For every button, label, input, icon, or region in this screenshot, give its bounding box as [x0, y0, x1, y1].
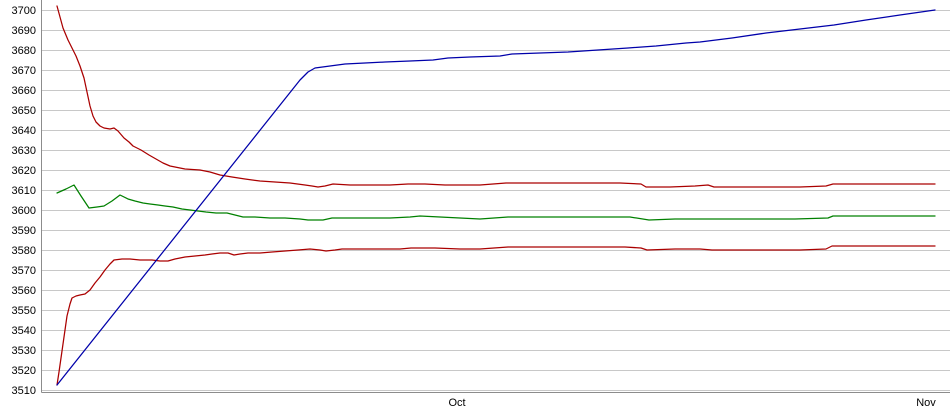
y-tick-label: 3680 [12, 45, 36, 57]
y-tick-label: 3650 [12, 105, 36, 117]
y-tick-label: 3540 [12, 325, 36, 337]
x-tick-label: Oct [448, 397, 465, 409]
y-tick-label: 3630 [12, 145, 36, 157]
y-tick-label: 3580 [12, 245, 36, 257]
y-tick-label: 3690 [12, 25, 36, 37]
y-tick-label: 3510 [12, 385, 36, 397]
y-tick-label: 3560 [12, 285, 36, 297]
y-tick-label: 3620 [12, 165, 36, 177]
series-lower-red-line [56, 245, 936, 386]
y-tick-label: 3610 [12, 185, 36, 197]
y-tick-label: 3530 [12, 345, 36, 357]
y-tick-label: 3700 [12, 5, 36, 17]
series-upper-red-line [56, 5, 936, 188]
y-tick-label: 3640 [12, 125, 36, 137]
series-blue-line [56, 9, 936, 386]
y-tick-label: 3660 [12, 85, 36, 97]
series-green-line [56, 184, 936, 221]
y-tick-label: 3670 [12, 65, 36, 77]
y-tick-label: 3600 [12, 205, 36, 217]
y-tick-label: 3570 [12, 265, 36, 277]
y-tick-label: 3590 [12, 225, 36, 237]
x-tick-label: Nov [916, 397, 936, 409]
y-tick-label: 3550 [12, 305, 36, 317]
y-tick-label: 3520 [12, 365, 36, 377]
